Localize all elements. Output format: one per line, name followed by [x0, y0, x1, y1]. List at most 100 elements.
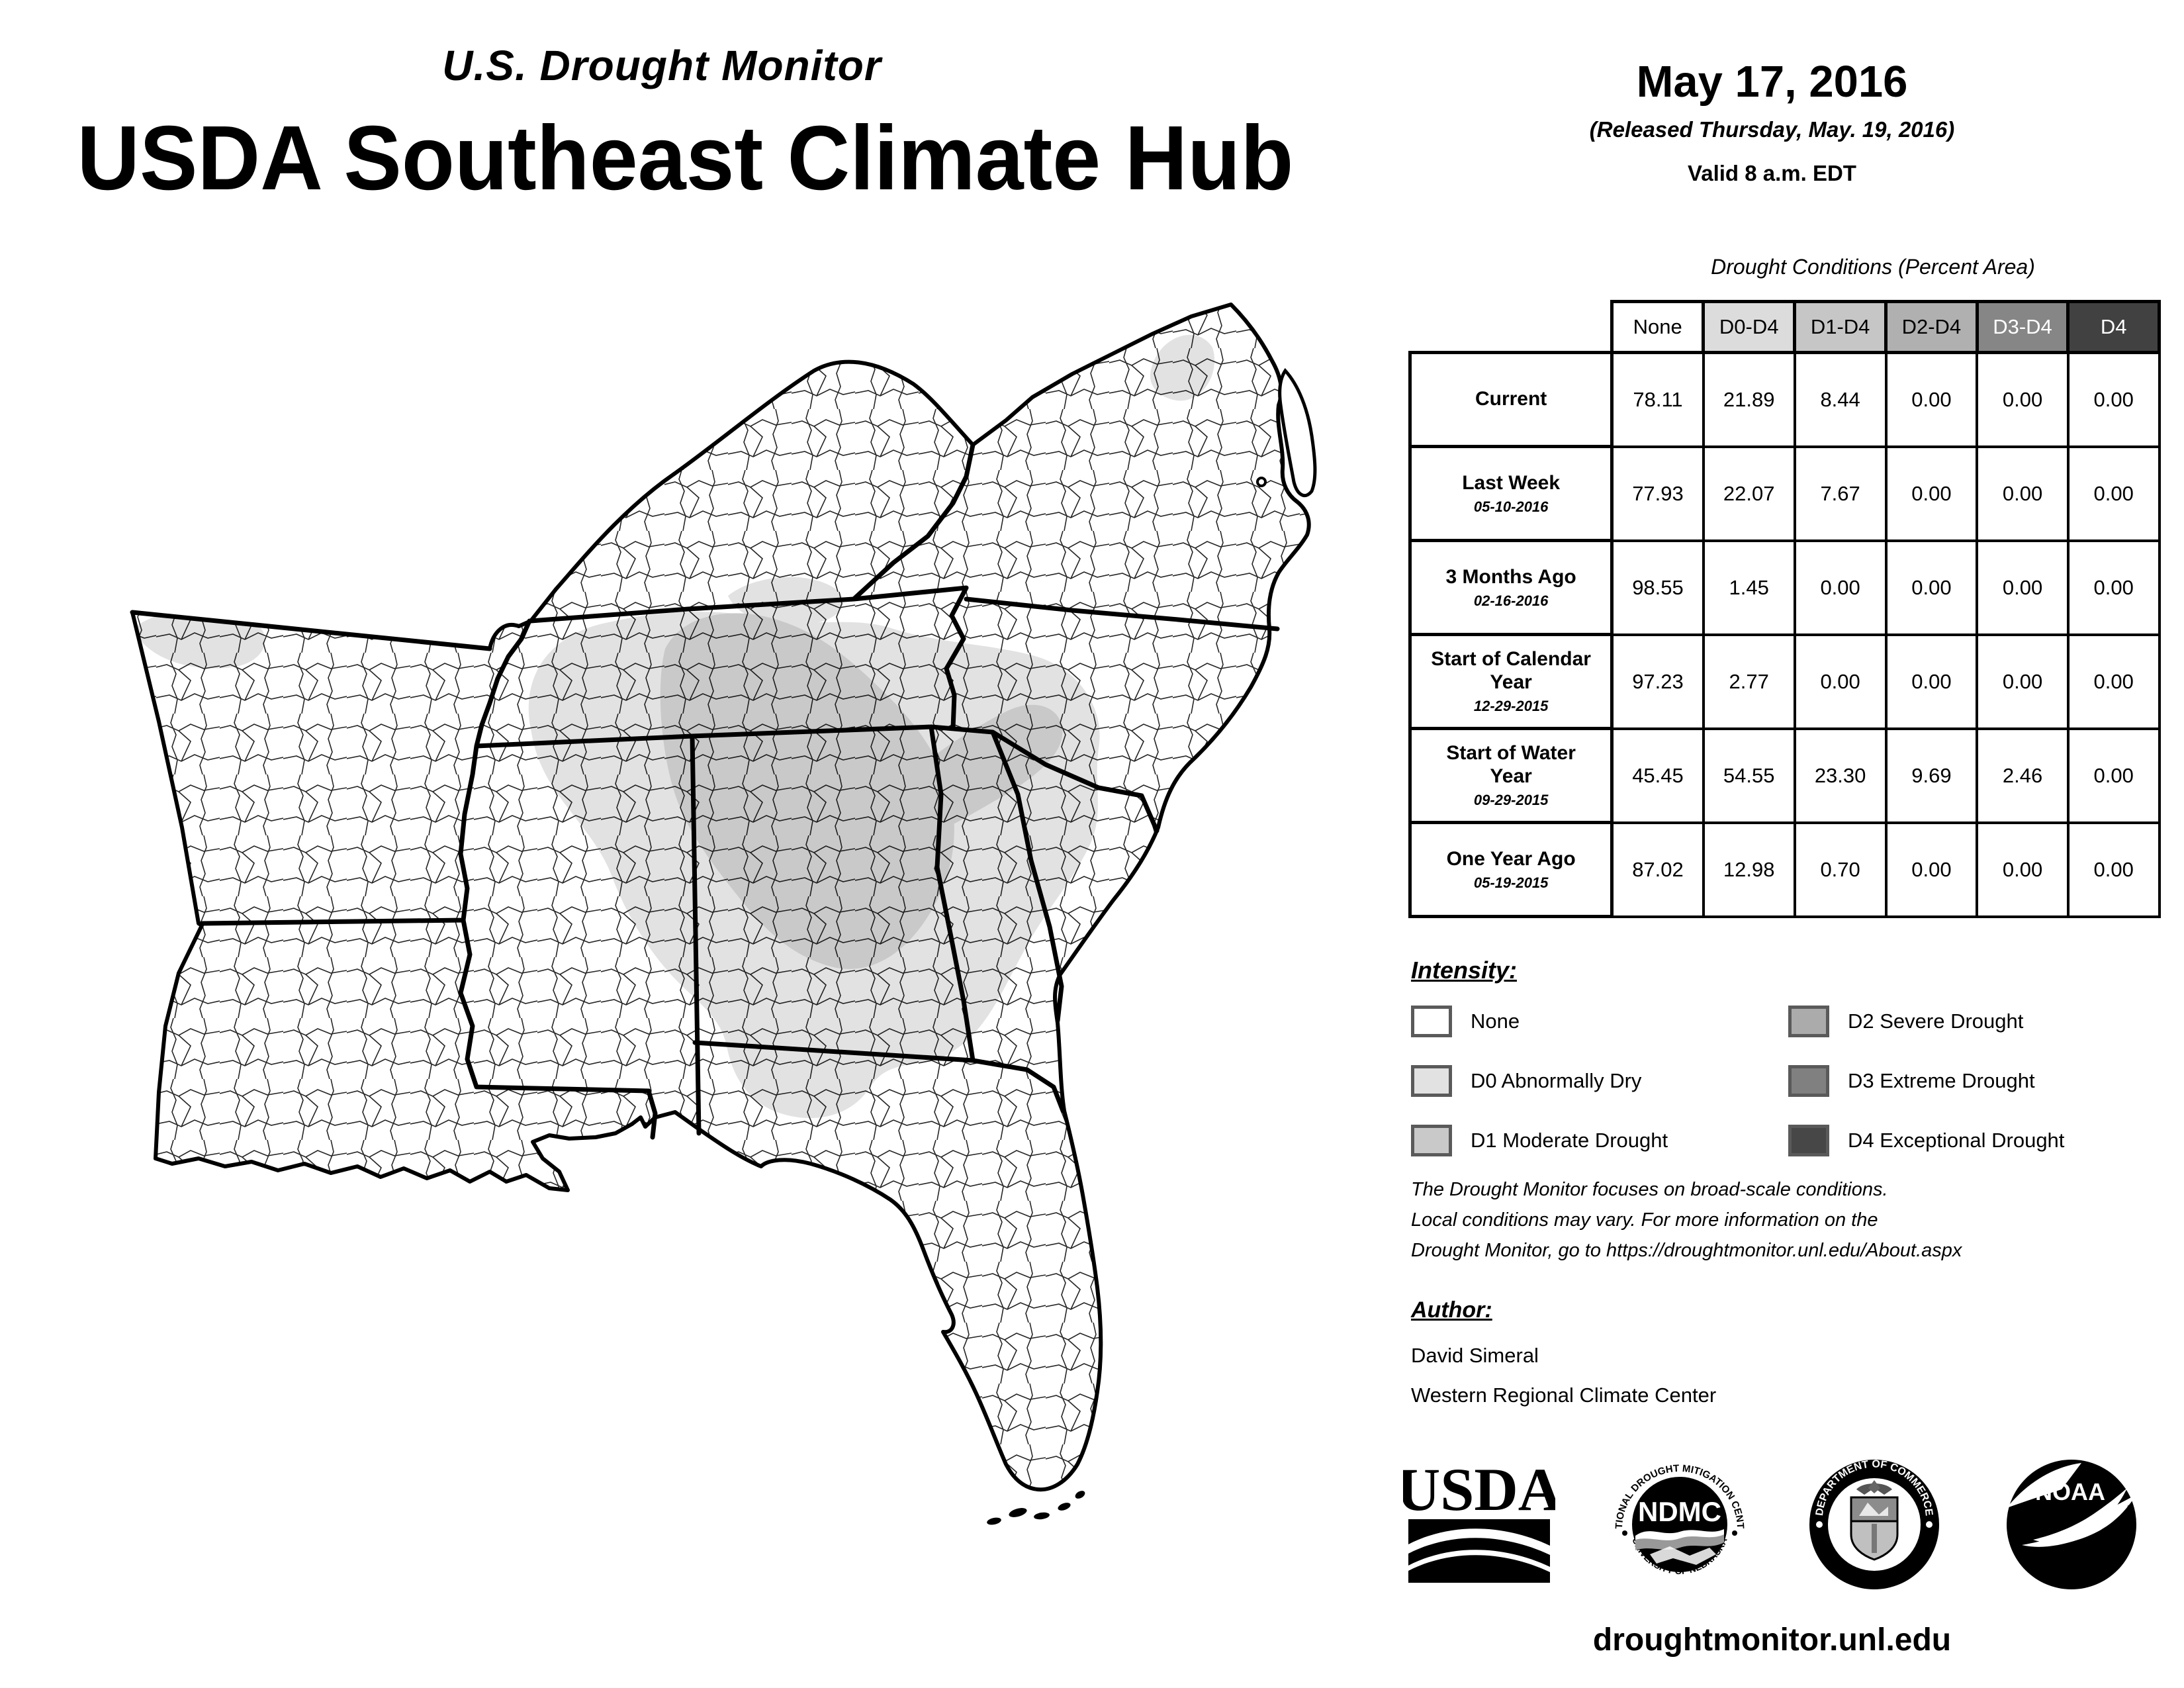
- row-label-current: Current: [1408, 351, 1614, 448]
- coastal-island: [1256, 477, 1267, 487]
- cell-value: 0.00: [1884, 821, 1979, 918]
- region-outline-stroke: [130, 303, 1311, 1492]
- cell-value: 0.00: [2066, 821, 2161, 918]
- legend-swatch-d3: [1788, 1065, 1829, 1097]
- commerce-seal-logo: DEPARTMENT OF COMMERCE UNITED STATES OF …: [1805, 1455, 1939, 1589]
- cell-value: 45.45: [1610, 727, 1705, 824]
- legend-item-d3: D3 Extreme Drought: [1788, 1062, 2035, 1100]
- row-label-last-week: Last Week 05-10-2016: [1408, 445, 1614, 542]
- legend-swatch-d1: [1411, 1125, 1452, 1156]
- florida-keys: [987, 1491, 1085, 1525]
- intensity-label: Intensity:: [1411, 957, 1518, 984]
- footer-url: droughtmonitor.unl.edu: [1592, 1622, 1952, 1658]
- valid-time: Valid 8 a.m. EDT: [1688, 161, 1856, 185]
- cell-value: 0.00: [1793, 539, 1888, 636]
- cell-value: 2.46: [1976, 727, 2070, 824]
- table-row: One Year Ago 05-19-2015 87.02 12.98 0.70 …: [1408, 821, 2161, 918]
- report-date: May 17, 2016: [1636, 57, 1908, 107]
- col-header-d1d4: D1-D4: [1793, 300, 1888, 354]
- disclaimer-text: The Drought Monitor focuses on broad-sca…: [1411, 1175, 2159, 1266]
- cell-value: 97.23: [1610, 633, 1705, 730]
- cell-value: 9.69: [1884, 727, 1979, 824]
- cell-value: 0.00: [2066, 351, 2161, 448]
- col-header-d0d4: D0-D4: [1702, 300, 1797, 354]
- row-label-start-water-year: Start of Water Year 09-29-2015: [1408, 727, 1614, 824]
- cell-value: 0.00: [1793, 633, 1888, 730]
- cell-value: 0.70: [1793, 821, 1888, 918]
- cell-value: 12.98: [1702, 821, 1796, 918]
- col-header-d2d4: D2-D4: [1884, 300, 1979, 354]
- cell-value: 0.00: [1976, 539, 2070, 636]
- legend-item-d4: D4 Exceptional Drought: [1788, 1122, 2064, 1159]
- county-lines-texture: [132, 305, 1309, 1490]
- row-label-3-months-ago: 3 Months Ago 02-16-2016: [1408, 539, 1614, 636]
- cell-value: 0.00: [1884, 445, 1979, 542]
- cell-value: 0.00: [1884, 633, 1979, 730]
- cell-value: 0.00: [2066, 539, 2161, 636]
- cell-value: 21.89: [1702, 351, 1796, 448]
- legend-item-none: None: [1411, 1003, 1520, 1040]
- legend-swatch-none: [1411, 1006, 1452, 1037]
- noaa-logo: NOAA: [2006, 1459, 2136, 1589]
- table-row: Last Week 05-10-2016 77.93 22.07 7.67 0.0…: [1408, 445, 2161, 542]
- cell-value: 0.00: [1976, 633, 2070, 730]
- cell-value: 8.44: [1793, 351, 1888, 448]
- table-corner-cell: [1410, 301, 1612, 353]
- cell-value: 0.00: [1976, 445, 2070, 542]
- table-row: Start of Water Year 09-29-2015 45.45 54.5…: [1408, 727, 2161, 824]
- disclaimer-line: Local conditions may vary. For more info…: [1411, 1209, 1878, 1231]
- drought-conditions-table: None D0-D4 D1-D4 D2-D4 D3-D4 D4 Current …: [1408, 300, 2161, 918]
- agency-logos: USDA NATIONAL DROUGHT MITIGATION CENTER …: [1403, 1453, 2144, 1595]
- table-row: 3 Months Ago 02-16-2016 98.55 1.45 0.00 0…: [1408, 539, 2161, 636]
- noaa-logo-text: NOAA: [2035, 1478, 2105, 1505]
- col-header-d4: D4: [2066, 300, 2161, 354]
- legend-item-d1: D1 Moderate Drought: [1411, 1122, 1668, 1159]
- cell-value: 1.45: [1702, 539, 1796, 636]
- usda-logo-text: USDA: [1403, 1458, 1555, 1523]
- cell-value: 78.11: [1610, 351, 1705, 448]
- legend-item-d2: D2 Severe Drought: [1788, 1003, 2023, 1040]
- map-title: U.S. Drought Monitor: [442, 42, 882, 89]
- released-date: (Released Thursday, May. 19, 2016): [1589, 117, 1955, 142]
- cell-value: 54.55: [1702, 727, 1796, 824]
- col-header-d3d4: D3-D4: [1975, 300, 2070, 354]
- region-title: USDA Southeast Climate Hub: [36, 106, 1334, 211]
- cell-value: 23.30: [1793, 727, 1888, 824]
- southeast-drought-map: [93, 165, 1330, 1589]
- info-panel: May 17, 2016 (Released Thursday, May. 19…: [1383, 36, 2161, 1671]
- ndmc-logo: NATIONAL DROUGHT MITIGATION CENTER UNIVE…: [1610, 1455, 1746, 1576]
- ndmc-logo-text: NDMC: [1638, 1496, 1721, 1527]
- disclaimer-line: Drought Monitor, go to https://droughtmo…: [1411, 1239, 1962, 1261]
- usda-logo: USDA: [1403, 1458, 1555, 1583]
- table-header-row: None D0-D4 D1-D4 D2-D4 D3-D4 D4: [1410, 300, 2161, 354]
- cell-value: 0.00: [1976, 351, 2070, 448]
- cell-value: 7.67: [1793, 445, 1888, 542]
- table-row: Current 78.11 21.89 8.44 0.00 0.00 0.00: [1408, 351, 2161, 448]
- cell-value: 0.00: [2066, 445, 2161, 542]
- author-label: Author:: [1411, 1297, 1492, 1323]
- cell-value: 2.77: [1702, 633, 1796, 730]
- cell-value: 87.02: [1610, 821, 1705, 918]
- table-title: Drought Conditions (Percent Area): [1711, 255, 2035, 279]
- table-row: Start of Calendar Year 12-29-2015 97.23 2…: [1408, 633, 2161, 730]
- disclaimer-line: The Drought Monitor focuses on broad-sca…: [1411, 1179, 1888, 1200]
- legend-swatch-d4: [1788, 1125, 1829, 1156]
- delmarva-peninsula: [1278, 367, 1317, 498]
- row-label-one-year-ago: One Year Ago 05-19-2015: [1408, 821, 1614, 918]
- cell-value: 0.00: [2066, 633, 2161, 730]
- cell-value: 77.93: [1610, 445, 1705, 542]
- legend-item-d0: D0 Abnormally Dry: [1411, 1062, 1641, 1100]
- cell-value: 0.00: [2066, 727, 2161, 824]
- row-label-start-calendar-year: Start of Calendar Year 12-29-2015: [1408, 633, 1614, 730]
- legend-swatch-d0: [1411, 1065, 1452, 1097]
- cell-value: 0.00: [1884, 539, 1979, 636]
- cell-value: 0.00: [1976, 821, 2070, 918]
- cell-value: 98.55: [1610, 539, 1705, 636]
- drought-map-svg: [130, 303, 1317, 1525]
- region-title-text: USDA Southeast Climate Hub: [76, 107, 1294, 209]
- author-org: Western Regional Climate Center: [1411, 1383, 1717, 1407]
- col-header-none: None: [1610, 300, 1706, 354]
- cell-value: 0.00: [1884, 351, 1979, 448]
- cell-value: 22.07: [1702, 445, 1796, 542]
